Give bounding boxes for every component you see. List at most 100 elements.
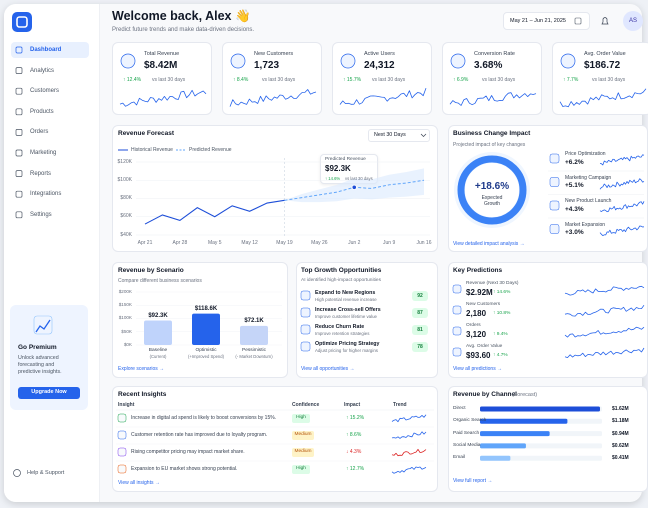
x-tick-sublabel: (+Improved Spend) — [188, 354, 224, 359]
score-badge — [412, 325, 428, 335]
x-tick-label: Pessimistic — [242, 348, 266, 353]
channel-value: $0.41M — [612, 455, 629, 462]
prediction-label: Revenue (Next 30 Days) — [466, 281, 519, 286]
x-tick-label: Jun 16 — [416, 240, 432, 246]
help-link[interactable]: Help & Support — [27, 469, 65, 476]
impact-item-label: New Product Launch — [565, 198, 612, 204]
impact-link[interactable]: View detailed impact analysis → — [453, 241, 525, 247]
nav-item[interactable]: Settings — [30, 211, 52, 218]
x-tick-label: Optimistic — [195, 348, 217, 353]
prediction-change: ↑ 9.4% — [493, 332, 508, 337]
tooltip-change: ↑ 14.6% — [325, 176, 341, 181]
kpi-change: ↑ 7.7% — [563, 77, 579, 83]
upgrade-button[interactable] — [18, 387, 80, 399]
period-select[interactable] — [368, 129, 430, 142]
channel-label: Direct — [453, 406, 466, 411]
kpi-value: 1,723 — [254, 60, 280, 71]
date-range[interactable]: May 21 – Jun 21, 2025 — [510, 17, 566, 24]
card-subtitle: (Forecast) — [512, 391, 538, 398]
opportunities-card — [296, 262, 438, 378]
score-badge — [412, 291, 428, 301]
channel-link[interactable]: View full report → — [453, 478, 493, 484]
nav-item[interactable]: Products — [30, 108, 54, 115]
tooltip-note: vs last 30 days — [345, 176, 373, 181]
avatar-initials[interactable]: AS — [628, 18, 637, 24]
x-tick-label: May 5 — [207, 240, 222, 246]
opportunity-title: Optimize Pricing Strategy — [315, 341, 380, 347]
upgrade-button-label[interactable]: Upgrade Now — [31, 389, 67, 395]
scenario-link[interactable]: Explore scenarios → — [118, 366, 165, 372]
nav-item[interactable]: Dashboard — [30, 47, 62, 53]
predictions-card — [448, 262, 648, 378]
prediction-change: ↑ 4.7% — [493, 353, 508, 358]
page-title: Welcome back, Alex 👋 — [112, 9, 251, 23]
score-badge — [412, 308, 428, 318]
kpi-label: New Customers — [254, 51, 294, 57]
prediction-label: Orders — [466, 323, 481, 328]
y-tick-label: $100K — [118, 315, 132, 321]
opportunity-score: 87 — [417, 309, 423, 316]
kpi-note: vs last 30 days — [592, 77, 626, 83]
insight-text: Rising competitor pricing may impact mar… — [131, 449, 245, 455]
nav-item[interactable]: Orders — [30, 129, 49, 136]
confidence-badge — [292, 413, 310, 423]
impact-label: ↑ 15.2% — [346, 415, 365, 421]
y-tick-label: $80K — [120, 195, 132, 201]
channel-label: Social Media — [453, 442, 481, 448]
column-header: Trend — [393, 402, 407, 408]
card-subtitle: Compare different business scenarios — [118, 278, 202, 284]
kpi-value: 24,312 — [364, 60, 395, 71]
y-tick-label: $100K — [117, 176, 132, 183]
x-tick-label: Jun 2 — [348, 240, 361, 246]
impact-label: ↓ 4.3% — [346, 449, 362, 455]
x-tick-label: May 26 — [311, 240, 328, 246]
nav-item[interactable]: Marketing — [30, 150, 57, 156]
kpi-label: Total Revenue — [144, 51, 180, 57]
bar-value-label: $118.6K — [194, 305, 218, 312]
card-title: Revenue Forecast — [118, 130, 174, 137]
confidence-label: High — [296, 414, 306, 420]
y-tick-label: $0K — [123, 341, 132, 347]
nav-item[interactable]: Analytics — [30, 67, 55, 74]
kpi-value: 3.68% — [474, 60, 503, 71]
opportunity-desc: Improve retention strategies — [315, 331, 370, 336]
kpi-note: vs last 30 days — [482, 77, 516, 83]
nav-item[interactable]: Customers — [30, 88, 60, 95]
predictions-link[interactable]: View all predictions → — [453, 366, 503, 372]
impact-item-value: +4.3% — [565, 205, 584, 213]
kpi-change: ↑ 6.9% — [453, 77, 469, 83]
legend-label: Historical Revenue — [131, 147, 173, 153]
insights-link[interactable]: View all insights → — [118, 480, 160, 486]
impact-value: +18.6% — [474, 181, 510, 192]
channel-value: $1.18M — [612, 418, 629, 425]
prediction-label: New Customers — [466, 302, 501, 307]
impact-label: ↑ 8.6% — [346, 432, 362, 438]
opportunity-score: 78 — [417, 343, 423, 350]
kpi-value: $8.42M — [144, 60, 178, 71]
card-title: Revenue by Scenario — [118, 267, 184, 274]
date-picker[interactable] — [503, 12, 590, 30]
kpi-note: vs last 30 days — [152, 77, 186, 83]
x-tick-label: Apr 21 — [137, 240, 153, 246]
channel-label: Email — [453, 455, 465, 461]
forecast-card — [112, 125, 438, 252]
premium-title: Go Premium — [18, 344, 57, 351]
kpi-label: Avg. Order Value — [584, 51, 626, 57]
nav-item[interactable]: Reports — [30, 170, 52, 177]
confidence-badge — [292, 464, 310, 474]
prediction-label: Avg. Order Value — [466, 344, 503, 349]
impact-label: Expected Growth — [481, 195, 503, 208]
opportunity-title: Reduce Churn Rate — [315, 324, 365, 330]
opportunities-link[interactable]: View all opportunities → — [301, 366, 355, 372]
y-tick-label: $150K — [118, 302, 132, 308]
prediction-change: ↑ 14.6% — [493, 290, 511, 295]
opportunity-desc: High potential revenue increase — [315, 297, 377, 302]
impact-item-value: +6.2% — [565, 158, 584, 166]
x-tick-sublabel: (Current) — [149, 354, 167, 359]
y-tick-label: $60K — [120, 213, 132, 220]
period-label[interactable]: Next 30 Days — [374, 132, 406, 138]
column-header: Confidence — [292, 402, 320, 408]
card-title: Key Predictions — [453, 267, 503, 274]
nav-item[interactable]: Integrations — [30, 191, 62, 198]
confidence-label: High — [296, 465, 306, 471]
